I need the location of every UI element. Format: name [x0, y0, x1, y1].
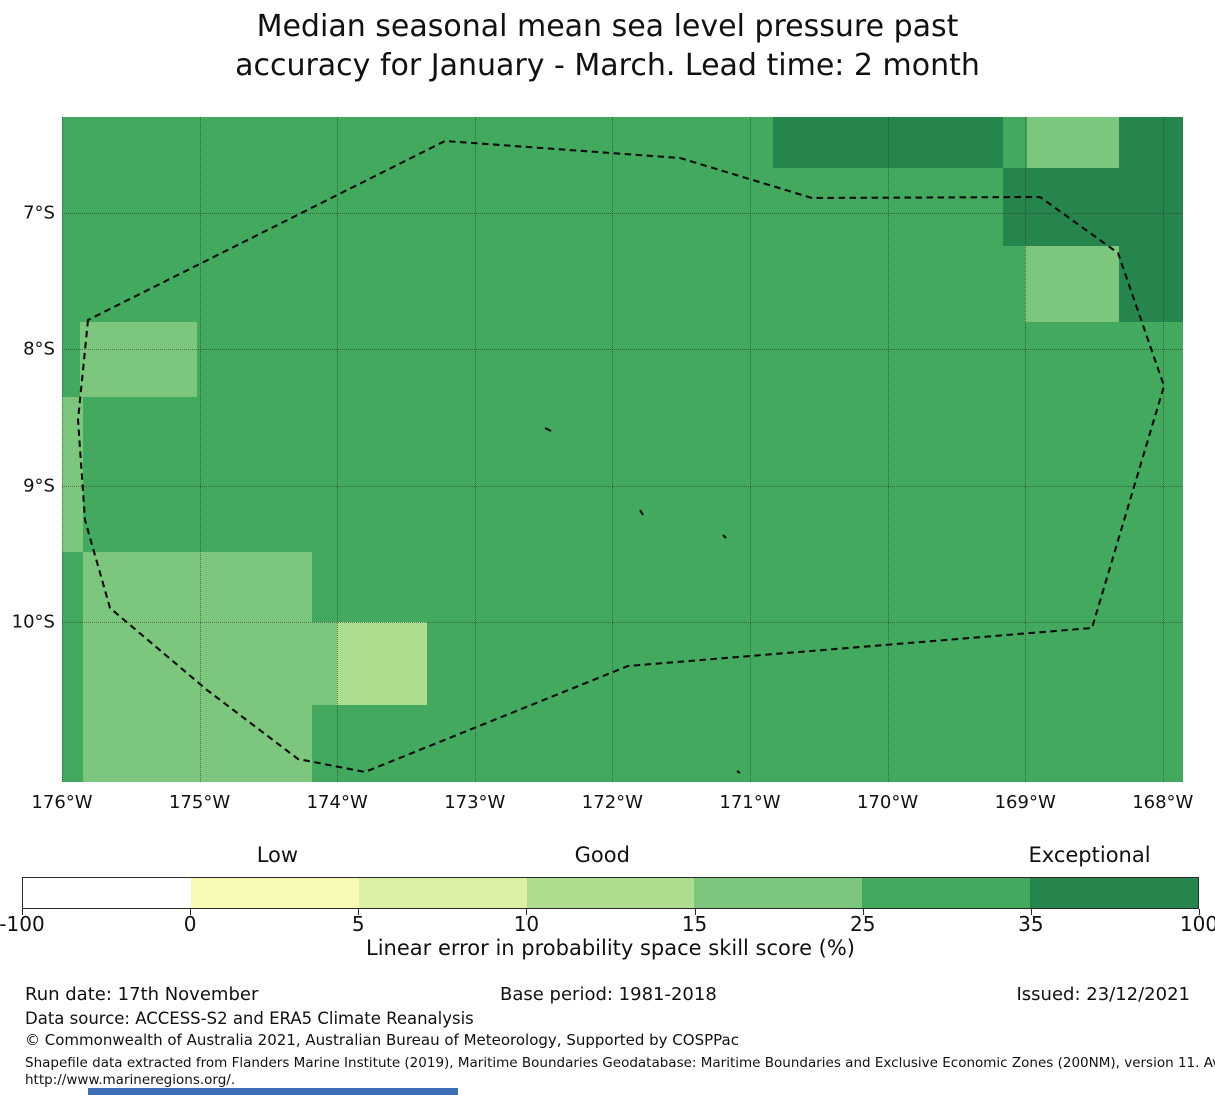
- chart-title-line-1: Median seasonal mean sea level pressure …: [256, 9, 959, 44]
- colorbar-category-label: Exceptional: [1028, 843, 1151, 867]
- island-mark: [722, 534, 727, 539]
- eez-boundary-layer: [62, 117, 1183, 774]
- colorbar-category-label: Good: [574, 843, 630, 867]
- footer-run-date: Run date: 17th November: [25, 984, 259, 1005]
- vertical-gridline: [62, 117, 63, 782]
- x-tick-label: 168°W: [1132, 792, 1194, 813]
- y-tick-label: 8°S: [23, 338, 55, 360]
- footer-copyright: © Commonwealth of Australia 2021, Austra…: [25, 1031, 739, 1049]
- colorbar-tick-label: 25: [849, 912, 876, 936]
- x-tick-label: 171°W: [719, 792, 781, 813]
- vertical-gridline: [1025, 117, 1027, 782]
- colorbar-segment: [1030, 878, 1199, 908]
- footer-base-period: Base period: 1981-2018: [500, 984, 717, 1005]
- x-tick-label: 174°W: [306, 792, 368, 813]
- grid-cell-patch: [79, 322, 197, 397]
- x-tick-label: 172°W: [581, 792, 643, 813]
- horizontal-gridline: [62, 212, 1183, 214]
- x-tick-label: 176°W: [31, 792, 93, 813]
- colorbar-category-label: Low: [256, 843, 299, 867]
- grid-cell-patch: [1003, 168, 1119, 246]
- x-tick-label: 169°W: [994, 792, 1056, 813]
- colorbar-caption: Linear error in probability space skill …: [366, 936, 855, 960]
- horizontal-gridline: [62, 485, 1183, 487]
- colorbar-tick: [22, 909, 23, 915]
- x-tick-label: 173°W: [444, 792, 506, 813]
- y-tick-label: 9°S: [23, 475, 55, 497]
- colorbar-tick-label: 5: [351, 912, 365, 936]
- colorbar-tick: [358, 909, 360, 915]
- colorbar-tick: [694, 909, 696, 915]
- colorbar-segment: [23, 878, 191, 908]
- colorbar-tick-label: 100: [1179, 912, 1215, 936]
- footer-data-source: Data source: ACCESS-S2 and ERA5 Climate …: [25, 1009, 474, 1028]
- colorbar-tick: [1030, 909, 1032, 915]
- colorbar-segment: [862, 878, 1031, 908]
- vertical-gridline: [887, 117, 889, 782]
- colorbar-tick: [862, 909, 864, 915]
- x-tick-label: 175°W: [169, 792, 231, 813]
- colorbar-tick-label: 10: [513, 912, 540, 936]
- vertical-gridline: [749, 117, 751, 782]
- colorbar-tick: [190, 909, 192, 915]
- eez-boundary-path: [78, 141, 1164, 772]
- grid-cell-patch: [1025, 245, 1119, 322]
- horizontal-gridline: [62, 621, 1183, 623]
- island-mark: [544, 427, 552, 432]
- colorbar-segment: [526, 878, 695, 908]
- footer-issued-date: Issued: 23/12/2021: [1016, 984, 1190, 1005]
- vertical-gridline: [1162, 117, 1164, 782]
- x-tick-label: 170°W: [857, 792, 919, 813]
- vertical-gridline: [612, 117, 614, 782]
- partial-logo-banner: [88, 1088, 458, 1095]
- colorbar-tick: [1199, 909, 1200, 915]
- island-mark: [639, 509, 644, 516]
- colorbar-tick-label: -100: [0, 912, 45, 936]
- colorbar-tick-label: 0: [183, 912, 197, 936]
- y-tick-label: 7°S: [23, 202, 55, 224]
- grid-cell-patch: [82, 552, 313, 782]
- island-marks: [544, 427, 741, 774]
- vertical-gridline: [474, 117, 476, 782]
- colorbar-tick-label: 35: [1018, 912, 1044, 936]
- grid-cell-patch: [337, 621, 427, 705]
- footer-shapefile-url: http://www.marineregions.org/.: [25, 1072, 236, 1088]
- island-mark: [736, 770, 741, 774]
- grid-cell-patch: [312, 621, 338, 705]
- colorbar-segment: [694, 878, 863, 908]
- chart-title-line-2: accuracy for January - March. Lead time:…: [235, 48, 980, 83]
- colorbar-segment: [358, 878, 527, 908]
- grid-cell-patch: [62, 396, 83, 553]
- footer-shapefile-note: Shapefile data extracted from Flanders M…: [25, 1055, 1215, 1071]
- y-tick-label: 10°S: [11, 611, 55, 633]
- colorbar: [22, 877, 1199, 909]
- vertical-gridline: [337, 117, 339, 782]
- colorbar-tick: [526, 909, 528, 915]
- colorbar-segment: [190, 878, 359, 908]
- grid-cell-patch: [1026, 117, 1119, 168]
- horizontal-gridline: [62, 349, 1183, 351]
- vertical-gridline: [199, 117, 201, 782]
- colorbar-tick-label: 15: [681, 912, 708, 936]
- map-plot-area: [62, 117, 1183, 782]
